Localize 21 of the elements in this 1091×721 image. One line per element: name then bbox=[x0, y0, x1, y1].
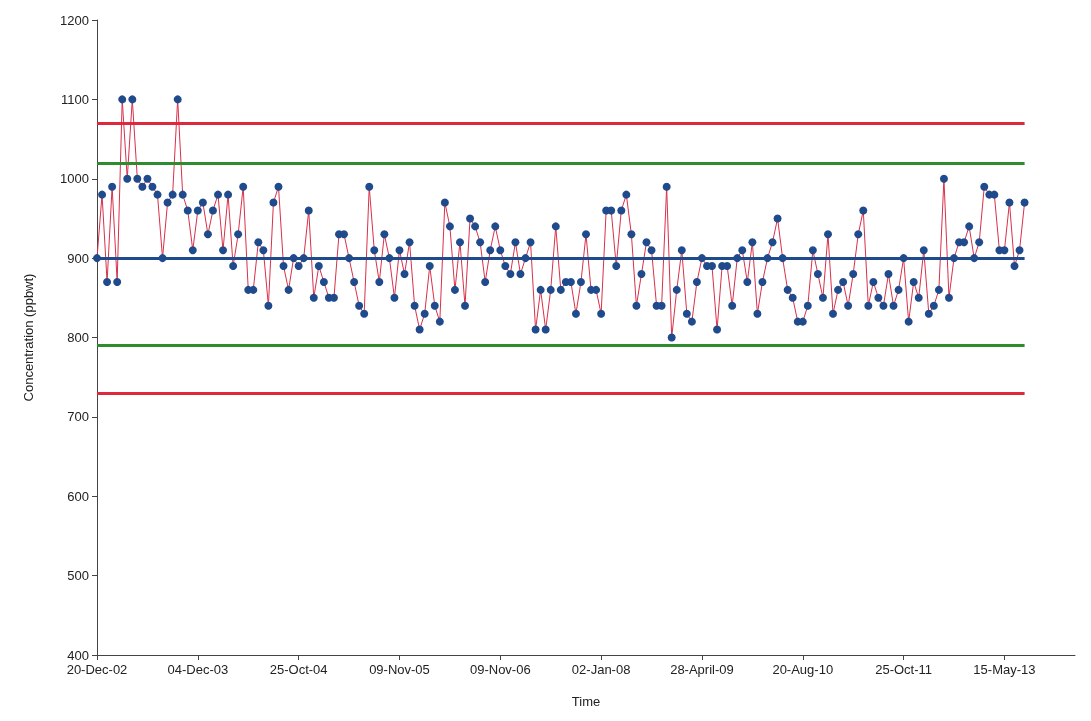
y-tick-label: 500 bbox=[67, 568, 89, 584]
y-tick-label: 1100 bbox=[61, 91, 89, 107]
x-tick-label: 20-Dec-02 bbox=[66, 662, 128, 677]
x-tick-label: 09-Nov-06 bbox=[469, 662, 531, 677]
x-tick-label: 15-May-13 bbox=[973, 662, 1036, 677]
y-tick-label: 600 bbox=[67, 488, 89, 504]
y-tick-label: 1200 bbox=[60, 12, 89, 28]
y-tick-label: 800 bbox=[67, 330, 89, 345]
y-tick-label: 900 bbox=[67, 250, 89, 266]
x-tick-label: 09-Nov-05 bbox=[369, 662, 430, 677]
x-tick-label: 25-Oct-11 bbox=[875, 662, 933, 677]
x-axis-title: Time bbox=[571, 694, 601, 709]
y-tick-label: 1000 bbox=[60, 171, 89, 187]
x-tick-label: 04-Dec-03 bbox=[167, 662, 229, 677]
x-tick-label: 25-Oct-04 bbox=[269, 662, 328, 677]
y-axis-title: Concentration (ppbwt) bbox=[21, 273, 36, 402]
x-tick-label: 20-Aug-10 bbox=[772, 662, 834, 677]
x-tick-label: 02-Jan-08 bbox=[571, 662, 631, 677]
x-tick-label: 28-April-09 bbox=[670, 662, 734, 677]
y-tick-label: 400 bbox=[67, 647, 89, 663]
y-tick-label: 700 bbox=[67, 409, 89, 425]
